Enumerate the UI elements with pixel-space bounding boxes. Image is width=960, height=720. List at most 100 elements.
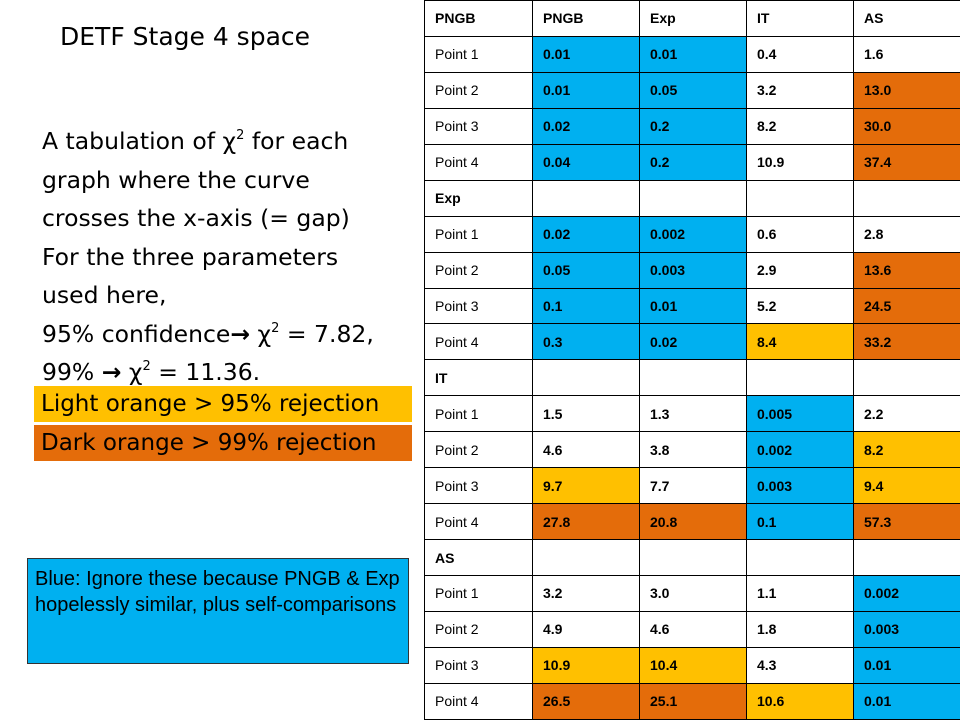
slide-title: DETF Stage 4 space xyxy=(60,22,311,51)
description-line-2: graph where the curve xyxy=(42,165,310,194)
value-cell: 0.02 xyxy=(532,107,640,145)
conf99-chi: χ xyxy=(121,358,143,386)
row-label: Point 2 xyxy=(424,431,533,469)
value-cell: 9.7 xyxy=(532,467,640,505)
value-cell: 24.5 xyxy=(853,287,960,325)
row-label: Point 2 xyxy=(424,71,533,109)
value-cell: 0.002 xyxy=(639,215,747,253)
value-cell: 3.8 xyxy=(639,431,747,469)
arrow-right-icon: → xyxy=(101,358,122,386)
line-suffix: for each xyxy=(244,127,349,155)
legend-dark-orange: Dark orange > 99% rejection xyxy=(34,425,412,461)
empty-cell xyxy=(639,539,747,576)
row-label: Point 4 xyxy=(424,503,533,541)
superscript: 2 xyxy=(142,359,151,374)
empty-cell xyxy=(532,359,640,397)
value-cell: 8.2 xyxy=(746,107,854,145)
row-label: Point 2 xyxy=(424,610,533,648)
value-cell: 9.4 xyxy=(853,467,960,505)
value-cell: 0.6 xyxy=(746,215,854,253)
superscript: 2 xyxy=(236,128,245,143)
value-cell: 0.003 xyxy=(639,251,747,289)
column-header: IT xyxy=(746,0,854,37)
value-cell: 8.2 xyxy=(853,431,960,469)
value-cell: 0.01 xyxy=(532,35,640,73)
value-cell: 4.6 xyxy=(532,431,640,469)
chi-text: A tabulation of χ xyxy=(42,127,237,155)
row-label: Point 3 xyxy=(424,467,533,505)
table-body: PNGB PNGB Exp IT AS Point 1 0.01 0.01 0.4 1.6 Poin… xyxy=(424,0,960,720)
value-cell: 37.4 xyxy=(853,143,960,181)
empty-cell xyxy=(853,539,960,576)
table-row: Point 1 0.02 0.002 0.6 2.8 xyxy=(424,215,960,253)
section-row: AS xyxy=(424,539,960,576)
value-cell: 0.1 xyxy=(746,503,854,541)
empty-cell xyxy=(746,539,854,576)
table-row: Point 2 0.01 0.05 3.2 13.0 xyxy=(424,71,960,109)
section-row: Exp xyxy=(424,179,960,217)
row-label: Point 4 xyxy=(424,323,533,361)
value-cell: 10.9 xyxy=(532,646,640,684)
table-row: Point 4 0.3 0.02 8.4 33.2 xyxy=(424,323,960,361)
row-label: Point 1 xyxy=(424,395,533,433)
superscript: 2 xyxy=(271,320,280,336)
value-cell: 0.2 xyxy=(639,107,747,145)
row-label: Point 3 xyxy=(424,646,533,684)
empty-cell xyxy=(532,539,640,576)
value-cell: 0.02 xyxy=(639,323,747,361)
value-cell: 0.4 xyxy=(746,35,854,73)
value-cell: 33.2 xyxy=(853,323,960,361)
table-row: Point 3 0.1 0.01 5.2 24.5 xyxy=(424,287,960,325)
empty-cell xyxy=(853,179,960,217)
description-block: A tabulation of χ2 for each graph where … xyxy=(42,122,417,392)
table-row: Point 4 27.8 20.8 0.1 57.3 xyxy=(424,503,960,541)
table-row: Point 3 0.02 0.2 8.2 30.0 xyxy=(424,107,960,145)
table-row: Point 3 10.9 10.4 4.3 0.01 xyxy=(424,646,960,684)
conf95-prefix: 95% confidence xyxy=(42,319,231,348)
value-cell: 25.1 xyxy=(639,682,747,720)
value-cell: 57.3 xyxy=(853,503,960,541)
description-line-5: used here, xyxy=(42,281,167,309)
description-line-1: A tabulation of χ2 for each xyxy=(42,122,417,161)
column-header: Exp xyxy=(639,0,747,37)
value-cell: 0.003 xyxy=(853,610,960,648)
conf95-value: = 7.82, xyxy=(279,319,374,348)
value-cell: 0.05 xyxy=(639,71,747,109)
row-label: Point 2 xyxy=(424,251,533,289)
table-row: Point 2 4.9 4.6 1.8 0.003 xyxy=(424,610,960,648)
value-cell: 10.6 xyxy=(746,682,854,720)
confidence-99-line: 99% → χ2 = 11.36. xyxy=(42,353,417,392)
value-cell: 30.0 xyxy=(853,107,960,145)
value-cell: 0.02 xyxy=(532,215,640,253)
empty-cell xyxy=(639,359,747,397)
value-cell: 0.04 xyxy=(532,143,640,181)
column-header: AS xyxy=(853,0,960,37)
value-cell: 0.01 xyxy=(853,682,960,720)
row-label: Point 1 xyxy=(424,35,533,73)
empty-cell xyxy=(746,359,854,397)
description-line-3: crosses the x-axis (= gap) xyxy=(42,204,350,232)
value-cell: 5.2 xyxy=(746,287,854,325)
table-row: Point 3 9.7 7.7 0.003 9.4 xyxy=(424,467,960,505)
value-cell: 0.002 xyxy=(853,575,960,612)
value-cell: 0.05 xyxy=(532,251,640,289)
row-label: Point 1 xyxy=(424,215,533,253)
value-cell: 1.5 xyxy=(532,395,640,433)
conf95-chi: χ xyxy=(250,319,272,348)
value-cell: 4.3 xyxy=(746,646,854,684)
table-row: Point 1 3.2 3.0 1.1 0.002 xyxy=(424,575,960,612)
value-cell: 10.9 xyxy=(746,143,854,181)
row-label: Point 3 xyxy=(424,287,533,325)
value-cell: 3.0 xyxy=(639,575,747,612)
table-header-row: PNGB PNGB Exp IT AS xyxy=(424,0,960,37)
row-label: Point 4 xyxy=(424,682,533,720)
table-row: Point 4 26.5 25.1 10.6 0.01 xyxy=(424,682,960,720)
row-label: Point 4 xyxy=(424,143,533,181)
column-header: PNGB xyxy=(532,0,640,37)
value-cell: 1.3 xyxy=(639,395,747,433)
value-cell: 7.7 xyxy=(639,467,747,505)
value-cell: 26.5 xyxy=(532,682,640,720)
conf99-prefix: 99% xyxy=(42,358,102,386)
table-row: Point 1 1.5 1.3 0.005 2.2 xyxy=(424,395,960,433)
section-label: Exp xyxy=(424,179,533,217)
